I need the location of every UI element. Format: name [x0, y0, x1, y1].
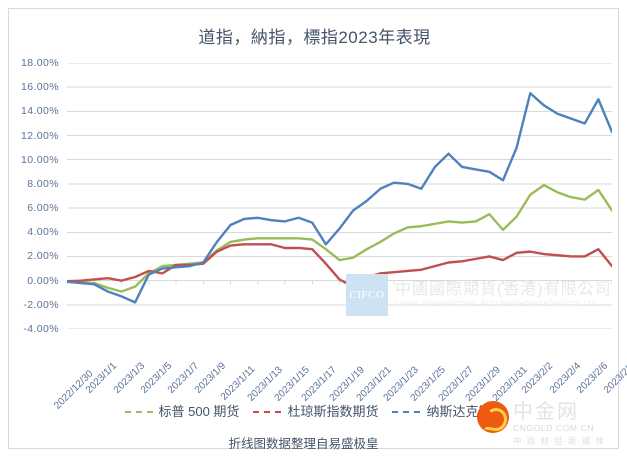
- x-axis-ticks: [67, 280, 612, 285]
- cngold-domain: CNGOLD.COM.CN: [513, 423, 594, 433]
- x-axis: 2022/12/30 2023/1/1 2023/1/3 2023/1/5 2023/1…: [52, 331, 627, 412]
- series-line: [67, 183, 612, 293]
- y-axis-tick-label: 12.00%: [20, 129, 59, 142]
- legend-color-swatch: [253, 410, 282, 413]
- chart-title: 道指，納指，標指2023年表現: [198, 28, 431, 47]
- y-axis-tick-label: 0.00%: [27, 274, 59, 287]
- series-line: [67, 92, 612, 304]
- legend-label: 标普 500 期货: [158, 404, 240, 419]
- legend-label: 杜琼斯指数期货: [287, 404, 379, 419]
- gridlines: [67, 63, 612, 329]
- legend-color-swatch: [124, 410, 153, 413]
- y-axis-tick-label: 14.00%: [20, 105, 59, 118]
- chart-container: 道指，納指，標指2023年表現 18.00% 16.00% 14.00% 12.00%…: [8, 8, 627, 451]
- legend-item[interactable]: 标普 500 期货: [124, 404, 240, 419]
- legend-item[interactable]: 纳斯达克期货: [392, 405, 504, 418]
- line-chart-svg: [67, 63, 612, 329]
- chart-legend: 标普 500 期货 杜琼斯指数期货 纳斯达克期货: [9, 405, 620, 418]
- y-axis-tick-label: -4.00%: [23, 323, 59, 335]
- data-series-group: [67, 92, 612, 304]
- y-axis-tick-label: 16.00%: [20, 81, 59, 94]
- legend-item[interactable]: 杜琼斯指数期货: [253, 405, 378, 418]
- y-axis-tick-label: 4.00%: [27, 226, 59, 239]
- source-note: 折线图数据整理自易盛极皇: [228, 437, 379, 451]
- plot-area: [67, 63, 612, 329]
- y-axis-tick-label: 8.00%: [27, 177, 59, 190]
- y-axis-tick-label: 2.00%: [27, 250, 59, 263]
- y-axis: 18.00% 16.00% 14.00% 12.00% 10.00% 8.00% 6.00%…: [9, 57, 63, 335]
- y-axis-tick-label: -2.00%: [23, 298, 59, 311]
- y-axis-tick-label: 10.00%: [20, 153, 59, 166]
- y-axis-tick-label: 6.00%: [27, 202, 59, 215]
- series-line: [67, 243, 612, 288]
- y-axis-tick-label: 18.00%: [20, 57, 59, 69]
- legend-color-swatch: [392, 410, 421, 413]
- legend-label: 纳斯达克期货: [426, 404, 505, 419]
